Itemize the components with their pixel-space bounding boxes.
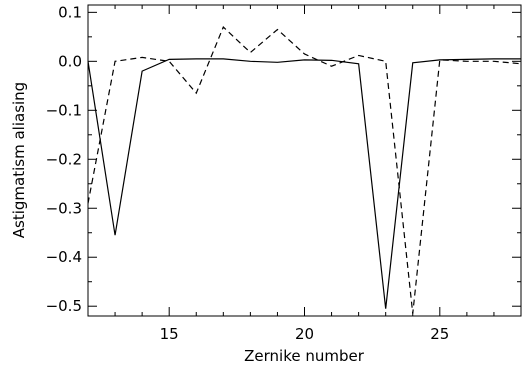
series-layer	[88, 26, 521, 314]
y-tick-label: −0.4	[46, 248, 82, 266]
series-dashed-line	[88, 26, 521, 314]
x-tick-label: 20	[295, 325, 314, 343]
y-tick-label: −0.5	[46, 297, 82, 315]
y-axis: 0.1 0.0 −0.1 −0.2 −0.3 −0.4 −0.5	[46, 3, 521, 315]
y-tick-label: 0.1	[58, 3, 82, 21]
y-axis-title: Astigmatism aliasing	[10, 82, 28, 238]
y-tick-label: −0.1	[46, 101, 82, 119]
y-tick-label: −0.3	[46, 199, 82, 217]
x-axis: 15 20 25	[87, 5, 522, 343]
x-tick-label: 25	[430, 325, 449, 343]
plot-frame	[87, 4, 522, 317]
y-tick-label: −0.2	[46, 150, 82, 168]
y-tick-label: 0.0	[58, 52, 82, 70]
x-tick-label: 15	[160, 325, 179, 343]
x-axis-title: Zernike number	[244, 347, 365, 365]
series-solid-line	[88, 58, 521, 309]
